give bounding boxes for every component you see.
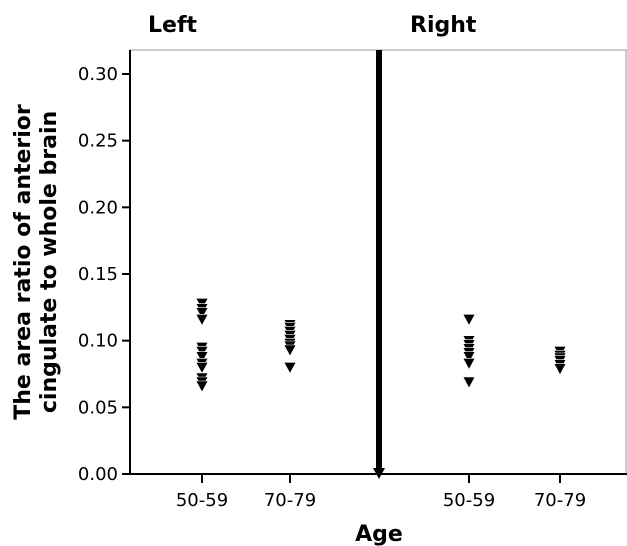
y-axis-title-line1: The area ratio of anterior — [11, 104, 36, 420]
divider-end-marker — [373, 468, 385, 479]
data-point — [195, 380, 209, 393]
x-tick-label: 50-59 — [443, 490, 495, 511]
data-point — [283, 344, 297, 357]
data-point — [195, 351, 209, 364]
x-tick-label: 70-79 — [264, 490, 316, 511]
data-point — [462, 351, 476, 364]
x-tick-label: 50-59 — [176, 490, 228, 511]
y-tick-label: 0.00 — [78, 464, 118, 485]
y-tick-label: 0.20 — [78, 197, 118, 218]
data-point — [462, 314, 476, 326]
panel-title-right: Right — [410, 13, 477, 38]
x-ticks: 50-59 70-79 50-59 70-79 — [176, 474, 586, 511]
data-point — [195, 314, 209, 326]
y-axis-title-line2: cingulate to whole brain — [37, 111, 62, 413]
y-tick-label: 0.30 — [78, 64, 118, 85]
x-axis-title: Age — [355, 522, 403, 546]
data-point — [195, 362, 209, 374]
data-point — [553, 363, 567, 376]
data-point — [462, 376, 476, 389]
y-tick-label: 0.10 — [78, 331, 118, 352]
y-tick-label: 0.05 — [78, 397, 118, 418]
data-point — [283, 362, 297, 374]
y-tick-label: 0.25 — [78, 131, 118, 152]
data-point — [462, 358, 476, 370]
panel-title-left: Left — [148, 13, 198, 38]
x-tick-label: 70-79 — [534, 490, 586, 511]
data-points — [195, 298, 567, 479]
y-tick-label: 0.15 — [78, 264, 118, 285]
y-ticks: 0.00 0.05 0.10 0.15 0.20 0.25 0.30 — [78, 64, 130, 485]
data-point — [195, 307, 209, 320]
